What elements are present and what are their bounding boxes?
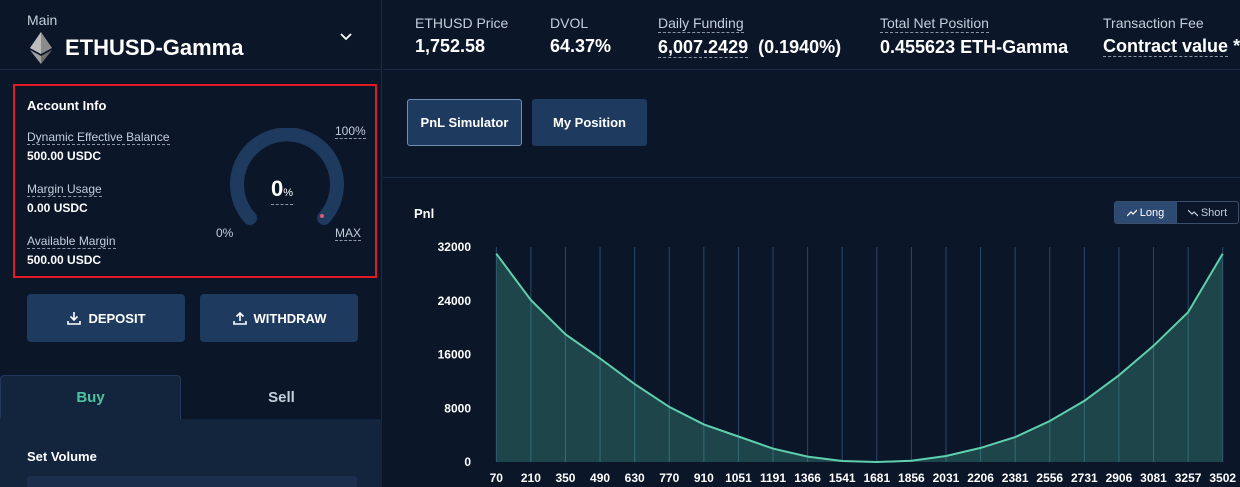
x-tick-label: 630 bbox=[625, 471, 645, 485]
left-panel: Main ETHUSD-Gamma Account Info Dynamic E… bbox=[0, 0, 382, 487]
pnl-area bbox=[496, 253, 1223, 462]
volume-input[interactable] bbox=[27, 476, 357, 487]
balance-value: 500.00 USDC bbox=[27, 149, 102, 163]
order-form: Set Volume bbox=[0, 419, 382, 487]
trend-up-icon bbox=[1126, 209, 1137, 216]
stat-label: ETHUSD Price bbox=[415, 15, 509, 31]
x-tick-label: 2031 bbox=[933, 471, 960, 485]
stat-value: Contract value * ( bbox=[1103, 36, 1240, 57]
y-tick-label: 16000 bbox=[438, 348, 472, 362]
stat-label[interactable]: Daily Funding bbox=[658, 15, 744, 33]
stat-label[interactable]: Total Net Position bbox=[880, 15, 989, 33]
market-stats-bar: ETHUSD Price 1,752.58 DVOL 64.37% Daily … bbox=[383, 0, 1240, 70]
tab-sell[interactable]: Sell bbox=[268, 388, 295, 406]
stat-price: ETHUSD Price 1,752.58 bbox=[415, 14, 508, 58]
pnl-line bbox=[495, 253, 1224, 464]
x-tick-label: 1856 bbox=[898, 471, 925, 485]
x-tick-label: 2206 bbox=[967, 471, 994, 485]
trend-down-icon bbox=[1187, 209, 1198, 216]
pnl-chart: 0 8000 16000 24000 32000 70 210 350 490 630 770 910… bbox=[383, 179, 1240, 487]
ethereum-icon bbox=[30, 32, 52, 64]
stat-label: DVOL bbox=[550, 15, 589, 31]
x-tick-label: 770 bbox=[659, 471, 679, 485]
set-volume-label: Set Volume bbox=[27, 449, 97, 464]
tab-buy[interactable]: Buy bbox=[0, 375, 181, 419]
x-tick-label: 1681 bbox=[863, 471, 890, 485]
x-tick-label: 1191 bbox=[760, 471, 786, 485]
market-group-label: Main bbox=[27, 12, 58, 28]
x-tick-label: 2381 bbox=[1002, 471, 1029, 485]
tab-pnl-simulator[interactable]: PnL Simulator bbox=[407, 99, 522, 146]
x-tick-label: 1051 bbox=[725, 471, 752, 485]
account-info-title: Account Info bbox=[27, 98, 107, 113]
margin-gauge bbox=[230, 128, 344, 225]
x-tick-label: 2556 bbox=[1036, 471, 1063, 485]
margin-usage-value: 0.00 USDC bbox=[27, 201, 88, 215]
x-tick-label: 1541 bbox=[829, 471, 856, 485]
x-tick-label: 3502 bbox=[1209, 471, 1236, 485]
tab-my-position[interactable]: My Position bbox=[532, 99, 647, 146]
stat-value: 6,007.2429 (0.1940%) bbox=[658, 37, 842, 58]
download-icon bbox=[67, 312, 82, 325]
y-tick-label: 24000 bbox=[438, 294, 472, 308]
y-tick-label: 8000 bbox=[444, 401, 471, 415]
pnl-chart-svg: 0 8000 16000 24000 32000 70 210 350 490 630 770 910… bbox=[438, 240, 1237, 485]
chart-title: Pnl bbox=[414, 206, 435, 221]
deposit-button[interactable]: DEPOSIT bbox=[27, 294, 185, 342]
x-tick-label: 3257 bbox=[1175, 471, 1202, 485]
toggle-long-label: Long bbox=[1139, 206, 1165, 219]
balance-label[interactable]: Dynamic Effective Balance bbox=[27, 130, 170, 145]
x-tick-label: 350 bbox=[555, 471, 575, 485]
toggle-short-label: Short bbox=[1200, 206, 1228, 219]
trade-side-tabs: Buy Sell bbox=[0, 375, 382, 419]
chevron-down-icon[interactable] bbox=[338, 28, 354, 44]
gauge-max-percent-label: 100% bbox=[335, 124, 366, 139]
stat-total-net-position: Total Net Position 0.455623 ETH-Gamma bbox=[880, 14, 1068, 59]
x-tick-label: 1366 bbox=[794, 471, 821, 485]
long-short-toggle: Long Short bbox=[1114, 201, 1239, 224]
x-tick-label: 210 bbox=[521, 471, 541, 485]
account-info-panel: Account Info Dynamic Effective Balance 5… bbox=[13, 84, 377, 278]
margin-usage-label[interactable]: Margin Usage bbox=[27, 182, 102, 197]
stat-dvol: DVOL 64.37% bbox=[550, 14, 611, 58]
x-tick-label: 2731 bbox=[1071, 471, 1098, 485]
stat-value: 1,752.58 bbox=[415, 36, 486, 56]
gauge-max-label: MAX bbox=[335, 226, 362, 241]
toggle-short[interactable]: Short bbox=[1177, 202, 1238, 223]
market-name: ETHUSD-Gamma bbox=[65, 35, 244, 60]
withdraw-label: WITHDRAW bbox=[253, 310, 327, 326]
withdraw-button[interactable]: WITHDRAW bbox=[200, 294, 358, 342]
available-margin-value: 500.00 USDC bbox=[27, 253, 102, 267]
stat-label: Transaction Fee bbox=[1103, 15, 1204, 31]
available-margin-label[interactable]: Available Margin bbox=[27, 234, 116, 249]
gauge-min-label: 0% bbox=[216, 226, 234, 240]
stat-value: 64.37% bbox=[550, 36, 612, 56]
market-selector[interactable]: Main ETHUSD-Gamma bbox=[0, 0, 382, 70]
x-tick-label: 490 bbox=[590, 471, 610, 485]
stat-daily-funding: Daily Funding 6,007.2429 (0.1940%) bbox=[658, 14, 841, 59]
stat-value: 0.455623 ETH-Gamma bbox=[880, 37, 1069, 57]
x-tick-label: 3081 bbox=[1140, 471, 1167, 485]
x-tick-label: 70 bbox=[490, 471, 504, 485]
toggle-long[interactable]: Long bbox=[1115, 202, 1177, 223]
y-tick-label: 0 bbox=[464, 455, 471, 469]
y-tick-label: 32000 bbox=[438, 240, 472, 254]
gauge-percent: 0% bbox=[271, 178, 294, 205]
simulator-tab-row: PnL Simulator My Position bbox=[383, 71, 1240, 178]
x-tick-label: 910 bbox=[694, 471, 714, 485]
stat-transaction-fee: Transaction Fee Contract value * ( bbox=[1103, 14, 1240, 58]
x-tick-label: 2906 bbox=[1106, 471, 1133, 485]
upload-icon bbox=[232, 311, 247, 325]
deposit-label: DEPOSIT bbox=[88, 310, 146, 326]
